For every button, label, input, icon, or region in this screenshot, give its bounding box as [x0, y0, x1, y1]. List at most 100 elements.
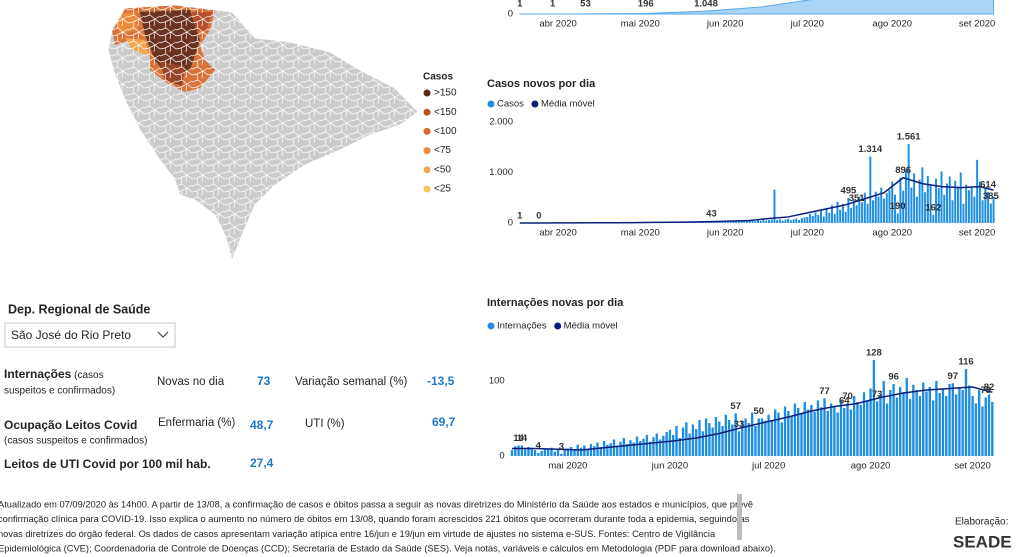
- bar: [931, 400, 935, 456]
- y-tick-label: 0: [499, 451, 504, 462]
- legend-swatch: [423, 89, 431, 97]
- bar: [737, 220, 740, 223]
- weekly-label: Variação semanal (%): [295, 376, 407, 388]
- legend-label: <50: [434, 164, 451, 175]
- data-label: 385: [983, 191, 1000, 202]
- bar: [599, 447, 603, 456]
- bar: [648, 441, 652, 456]
- bar: [792, 219, 795, 223]
- bar: [612, 439, 616, 456]
- data-label: 614: [980, 179, 997, 190]
- bar: [922, 382, 925, 456]
- bar: [875, 401, 879, 456]
- bar: [847, 197, 850, 223]
- ocupacao-note: (casos suspeitos e confirmados): [4, 436, 147, 447]
- x-tick-label: mai 2020: [621, 19, 660, 30]
- bar: [695, 429, 698, 456]
- bar: [974, 403, 978, 456]
- data-label: 196: [638, 0, 654, 10]
- bar: [820, 210, 822, 223]
- bar: [589, 444, 593, 456]
- bar: [800, 413, 803, 456]
- legend-swatch: [554, 322, 562, 330]
- legend-label: Média móvel: [541, 99, 595, 110]
- bar: [757, 418, 760, 456]
- legend-label: <100: [434, 126, 457, 137]
- bar: [688, 433, 691, 456]
- bar: [828, 212, 831, 223]
- legend-swatch: [423, 166, 431, 174]
- bar: [764, 420, 767, 456]
- bar: [948, 384, 951, 456]
- legend-swatch: [487, 100, 495, 108]
- bar: [889, 390, 892, 456]
- bar: [861, 202, 864, 223]
- region-dropdown[interactable]: São José do Rio Preto: [4, 322, 176, 348]
- bar: [765, 220, 768, 223]
- chevron[interactable]: [157, 331, 169, 338]
- bar: [616, 445, 619, 456]
- bar: [678, 438, 681, 456]
- bar: [790, 417, 793, 456]
- bar: [830, 205, 833, 223]
- bar: [843, 408, 846, 456]
- chart-title: Internações novas por dia: [487, 297, 624, 309]
- x-tick-label: mai 2020: [548, 461, 587, 472]
- bar: [872, 200, 875, 223]
- bar: [846, 403, 849, 456]
- bar: [896, 213, 899, 223]
- dropdown-value[interactable]: São José do Rio Preto: [11, 328, 131, 342]
- bar: [981, 200, 984, 223]
- bar: [560, 453, 563, 456]
- bar: [553, 451, 556, 456]
- legend-swatch: [423, 108, 431, 116]
- bar: [803, 217, 806, 223]
- charts: 0 abr 2020 mai 2020 jun 2020 jul 2020 ago 202…: [487, 0, 999, 472]
- data-label: 1.561: [897, 132, 921, 143]
- bar: [954, 394, 958, 456]
- chart-title: Casos novos por dia: [487, 78, 596, 90]
- legend-swatch: [423, 185, 431, 193]
- leitos-value: 27,4: [250, 456, 274, 470]
- bar: [642, 438, 645, 456]
- data-label: 351: [849, 193, 866, 204]
- bar: [784, 219, 787, 223]
- bar: [724, 221, 727, 223]
- bar: [863, 192, 866, 223]
- bar: [915, 196, 918, 223]
- bar: [593, 446, 596, 456]
- bar: [635, 436, 639, 456]
- bar: [879, 394, 882, 456]
- bar: [727, 420, 731, 456]
- bar: [965, 184, 968, 223]
- bar: [748, 220, 751, 223]
- line: [511, 386, 993, 451]
- y-tick-label: 1.000: [489, 167, 513, 178]
- bar: [787, 218, 790, 223]
- bar: [892, 384, 895, 456]
- bar: [665, 432, 668, 456]
- area: [519, 0, 995, 15]
- bar: [987, 394, 991, 456]
- bar: [721, 426, 724, 456]
- scrollbar[interactable]: [737, 494, 742, 540]
- bar: [740, 221, 743, 223]
- bar: [918, 396, 922, 456]
- data-label: 1.048: [694, 0, 718, 10]
- y-tick-label: 100: [489, 376, 505, 387]
- icu-label: UTI (%): [305, 418, 345, 430]
- x-tick-label: set 2020: [954, 461, 990, 472]
- bar: [859, 405, 862, 456]
- dropdown-box[interactable]: [4, 322, 176, 348]
- bar: [672, 435, 675, 456]
- bar: [973, 196, 976, 223]
- bar: [813, 411, 816, 456]
- bar: [959, 172, 962, 223]
- bar: [967, 190, 970, 223]
- bar: [987, 191, 990, 223]
- map: [108, 5, 418, 260]
- map-legend-title: Casos: [423, 72, 453, 83]
- bar: [778, 219, 781, 223]
- legend-label: Internações: [497, 321, 547, 332]
